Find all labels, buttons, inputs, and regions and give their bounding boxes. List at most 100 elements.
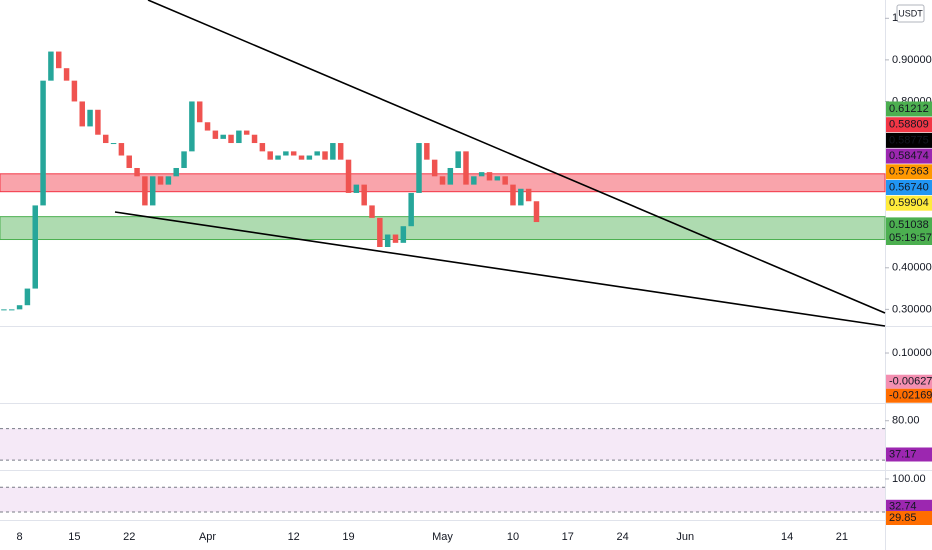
candle <box>79 101 85 127</box>
price-badge <box>886 148 932 164</box>
x-tick-label: 15 <box>68 531 80 543</box>
candle <box>424 143 430 160</box>
y-tick-label: 0.90000 <box>892 54 932 66</box>
currency: USDT <box>898 8 923 18</box>
candle <box>173 167 179 177</box>
indicator-badge <box>886 374 932 389</box>
indicator-badge-label: -0.02169 <box>889 390 932 402</box>
price-badge-label: 0.51038 <box>889 219 929 231</box>
candle <box>24 288 31 306</box>
candle <box>463 151 469 185</box>
price-badge <box>886 217 932 233</box>
candle <box>306 155 313 160</box>
candle <box>149 176 156 206</box>
candle <box>63 68 70 81</box>
indicator-badge <box>886 388 932 403</box>
candle <box>298 155 305 160</box>
candle <box>486 172 493 181</box>
candle <box>228 134 234 144</box>
price-badge <box>886 195 932 211</box>
y-tick-label: 80.00 <box>892 415 920 427</box>
candle <box>236 130 242 144</box>
indicator-badge-label: 37.17 <box>889 448 917 460</box>
candle <box>353 184 360 193</box>
candle <box>290 151 297 156</box>
candle <box>283 151 289 156</box>
candle <box>157 176 164 185</box>
candle <box>142 176 148 206</box>
x-tick-label: 14 <box>781 531 793 543</box>
currency-box[interactable] <box>896 4 925 23</box>
candle <box>431 159 438 177</box>
x-tick-label: May <box>432 531 453 543</box>
candle <box>416 143 422 193</box>
candle <box>251 134 258 144</box>
candle <box>259 143 266 152</box>
candle <box>40 80 46 206</box>
candle <box>478 172 485 177</box>
price-badge <box>886 101 932 117</box>
candle <box>447 167 454 185</box>
candle <box>400 226 407 243</box>
candle <box>345 159 352 193</box>
candle <box>322 151 328 160</box>
x-tick-label: 22 <box>123 531 135 543</box>
price-badge-label: 0.58474 <box>889 150 929 162</box>
candle <box>196 101 203 123</box>
candle <box>384 234 391 247</box>
candle <box>87 109 93 127</box>
candle <box>220 134 226 139</box>
candle <box>118 143 125 156</box>
candle <box>110 143 117 145</box>
candle <box>102 134 109 144</box>
x-tick-label: 17 <box>562 531 574 543</box>
candle <box>518 188 524 206</box>
indicator-badge-label: 32.74 <box>889 501 917 513</box>
candle <box>439 176 446 185</box>
band <box>0 428 885 461</box>
candle <box>134 167 140 177</box>
price-badge-label: 0.59904 <box>889 197 929 209</box>
candle <box>330 143 336 160</box>
x-tick-label: 19 <box>342 531 354 543</box>
zone <box>0 216 886 241</box>
candle <box>55 51 62 69</box>
countdown: 05:19:57 <box>889 232 932 244</box>
x-tick-label: 21 <box>836 531 848 543</box>
x-tick-label: Apr <box>199 531 216 543</box>
candle <box>525 188 532 202</box>
candle <box>510 184 516 206</box>
price-badge-label: 0.61212 <box>889 103 929 115</box>
price-badge <box>886 180 932 195</box>
y-tick-label: 100.00 <box>892 473 926 485</box>
y-tick-label: 1 <box>892 12 898 24</box>
y-tick-label: 0.40000 <box>892 262 932 274</box>
price-badge <box>886 132 932 148</box>
candle <box>267 151 273 160</box>
candle <box>243 130 250 135</box>
price-badge-label: 0.57363 <box>889 166 929 178</box>
candle <box>212 130 219 139</box>
candle <box>361 184 367 206</box>
x-tick-label: Jun <box>676 531 694 543</box>
indicator-badge <box>886 511 932 525</box>
candle <box>392 234 399 243</box>
band <box>0 487 885 513</box>
candle <box>189 101 195 152</box>
x-tick-label: 12 <box>288 531 300 543</box>
candle <box>314 151 320 156</box>
countdown-badge <box>886 231 932 245</box>
price-badge-label: 0.56740 <box>889 181 929 193</box>
price-badge <box>886 164 932 180</box>
candle <box>71 80 78 102</box>
candle <box>9 309 15 311</box>
candle <box>204 122 211 131</box>
candle <box>165 176 172 185</box>
candle <box>48 51 54 81</box>
candle <box>32 205 38 289</box>
candle <box>275 155 281 160</box>
candle <box>377 217 383 247</box>
candle <box>533 201 540 223</box>
